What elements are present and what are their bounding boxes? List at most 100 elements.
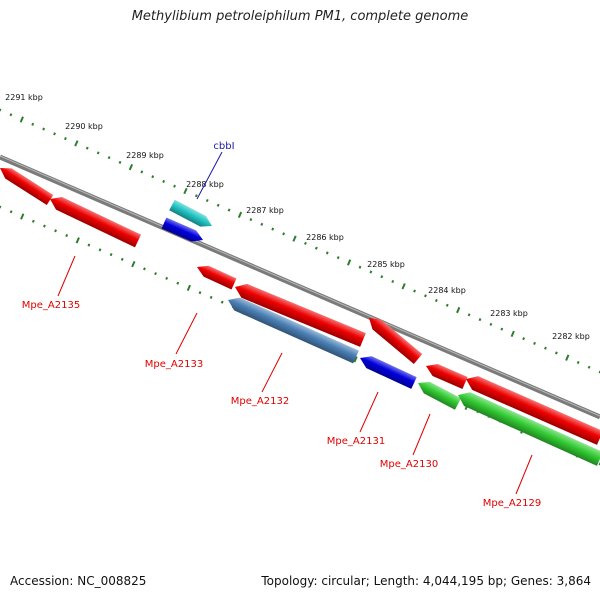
- outer-track-tick: [183, 187, 188, 195]
- outer-track-tick: [216, 203, 220, 207]
- outer-track-tick: [391, 279, 395, 284]
- tick-label: 2282 kbp: [552, 332, 590, 341]
- outer-track-tick: [53, 132, 56, 136]
- outer-track-tick: [282, 232, 286, 236]
- gene-arrow[interactable]: [232, 280, 366, 347]
- outer-track-tick: [9, 113, 13, 117]
- outer-track-tick: [249, 218, 253, 222]
- gene-arrow[interactable]: [415, 377, 462, 410]
- outer-track-tick: [42, 127, 46, 131]
- inner-track-tick: [209, 295, 213, 299]
- outer-track-tick: [118, 160, 122, 164]
- tick-label: 2289 kbp: [126, 151, 164, 160]
- inner-track-tick: [154, 272, 157, 276]
- tick-label: 2287 kbp: [246, 206, 284, 215]
- outer-track-tick: [107, 156, 111, 160]
- inner-track-tick: [20, 213, 25, 220]
- footer-accession: Accession: NC_008825: [10, 574, 147, 588]
- outer-track-tick: [336, 256, 340, 260]
- gene-label[interactable]: Mpe_A2130: [380, 459, 438, 470]
- inner-track-tick: [87, 243, 91, 247]
- gene-label-leader: [515, 454, 533, 495]
- inner-track-tick: [198, 291, 202, 295]
- tick-label: 2284 kbp: [428, 286, 466, 295]
- outer-track-tick: [31, 122, 35, 126]
- outer-track-tick: [227, 208, 231, 212]
- inner-track-tick: [353, 356, 358, 363]
- gene-label-leader: [412, 413, 431, 456]
- tick-label: 2285 kbp: [367, 260, 405, 269]
- inner-track-tick: [176, 281, 180, 285]
- gene-arrow[interactable]: [463, 372, 600, 445]
- backbone-highlight: [0, 155, 600, 417]
- gene-label[interactable]: Mpe_A2129: [483, 498, 541, 509]
- backbone-line: [0, 154, 600, 420]
- label-layer: Mpe_A2135 cbbI Mpe_A2133 Mpe_A2132 Mpe_A2131…: [22, 141, 541, 509]
- tick-label: 2291 kbp: [5, 93, 43, 102]
- outer-track-tick: [304, 241, 307, 245]
- outer-track-tick: [128, 164, 134, 171]
- gene-label-leader: [359, 391, 379, 433]
- gene-label-leader: [175, 312, 198, 355]
- gene-label[interactable]: Mpe_A2133: [145, 359, 203, 370]
- inner-track-tick: [98, 248, 102, 252]
- outer-track-tick: [74, 140, 79, 147]
- inner-track-tick: [54, 229, 57, 233]
- outer-track-tick: [565, 354, 570, 361]
- outer-track-tick: [162, 179, 166, 183]
- gene-label[interactable]: Mpe_A2132: [231, 396, 289, 407]
- inner-track-tick: [131, 260, 136, 268]
- inner-track-tick: [186, 284, 191, 292]
- gene-arrow[interactable]: [0, 163, 54, 206]
- mpe_a2131-gene-arrow[interactable]: [357, 352, 417, 389]
- mpe_a2129-gene-arrow[interactable]: [455, 388, 600, 466]
- cbbi-gene-arrow[interactable]: [169, 199, 215, 232]
- outer-track-tick: [533, 341, 536, 345]
- inner-track-tick: [165, 276, 169, 280]
- gene-label[interactable]: cbbI: [213, 141, 234, 152]
- inner-track-tick: [9, 210, 13, 214]
- outer-track-tick: [413, 289, 416, 293]
- inner-track-tick: [143, 267, 146, 271]
- outer-track-tick: [467, 313, 471, 317]
- backbone-layer: [0, 154, 600, 420]
- outer-track-tick: [314, 246, 318, 250]
- outer-track-tick: [456, 306, 461, 314]
- outer-track-tick: [19, 116, 24, 123]
- outer-track-tick: [85, 146, 89, 150]
- outer-track-tick: [445, 303, 449, 307]
- inner-track-tick: [43, 224, 46, 228]
- outer-track-tick: [173, 184, 176, 188]
- gene-label[interactable]: Mpe_A2131: [327, 436, 385, 447]
- outer-track-tick: [64, 137, 67, 141]
- gene-layer: [0, 163, 600, 466]
- mpe_a2133-gene-arrow[interactable]: [194, 262, 237, 290]
- outer-track-tick: [554, 351, 558, 355]
- gene-arrow[interactable]: [365, 313, 423, 364]
- inner-track-tick: [220, 300, 224, 304]
- outer-track-tick: [194, 194, 198, 198]
- gene-label-leader: [261, 352, 283, 393]
- outer-track-tick: [522, 337, 526, 341]
- outer-track-tick: [434, 299, 438, 303]
- outer-track-tick: [325, 251, 329, 255]
- outer-track-tick: [544, 346, 547, 350]
- inner-track-tick: [65, 234, 69, 238]
- outer-track-tick: [237, 211, 243, 218]
- mpe_a2132-gene-arrow[interactable]: [225, 294, 359, 364]
- tick-label: 2286 kbp: [306, 233, 344, 242]
- outer-track-tick: [489, 322, 493, 326]
- outer-track-tick: [96, 151, 100, 155]
- inner-track-tick: [31, 219, 35, 223]
- map-title: Methylibium petroleiphilum PM1, complete…: [131, 9, 469, 24]
- inner-track-tick: [75, 237, 80, 244]
- mpe_a2130-gene-arrow[interactable]: [423, 360, 468, 389]
- outer-track-tick: [369, 270, 373, 274]
- footer-topology: Topology: circular; Length: 4,044,195 bp…: [261, 574, 591, 588]
- outer-track-tick: [346, 259, 352, 266]
- mpe_a2135-gene-arrow[interactable]: [47, 193, 142, 248]
- gene-label-leader: [57, 255, 76, 297]
- gene-label[interactable]: Mpe_A2135: [22, 300, 80, 311]
- gene-arrow[interactable]: [161, 217, 206, 245]
